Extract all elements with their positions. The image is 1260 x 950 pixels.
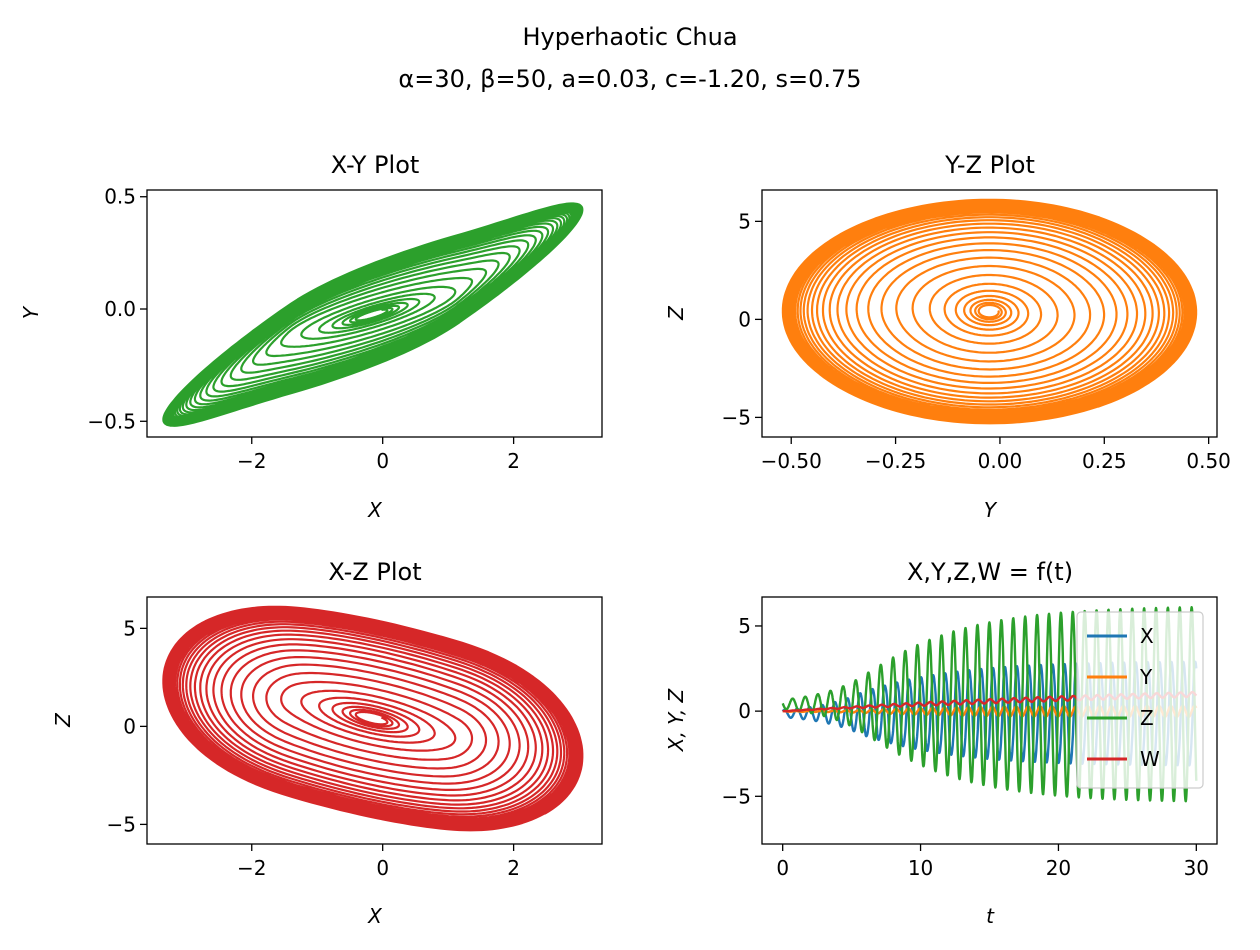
panel-yz-title: Y-Z Plot — [944, 151, 1035, 179]
y-tick-label: 0 — [738, 699, 751, 723]
x-tick-label: 2 — [507, 856, 520, 880]
panel-xy-plot-area — [162, 202, 584, 427]
legend-box — [1076, 611, 1204, 789]
panel-xy-ylabel: Y — [19, 305, 43, 319]
x-tick-label: 0 — [776, 856, 789, 880]
figure-suptitle: Hyperhaotic Chua — [522, 23, 737, 51]
panel-timeseries: X,Y,Z,W = f(t) 0 10 20 30 −5 0 5 t X, Y, Z X Y… — [664, 558, 1218, 928]
panel-xy-xlabel: X — [367, 498, 383, 522]
y-tick-label: 0.5 — [104, 185, 136, 209]
panel-timeseries-title: X,Y,Z,W = f(t) — [907, 558, 1073, 586]
legend-label-y: Y — [1139, 665, 1153, 689]
x-tick-label: 30 — [1184, 856, 1209, 880]
panel-xz-ylabel: Z — [51, 712, 75, 728]
x-tick-label: −2 — [237, 449, 266, 473]
x-tick-label: 0 — [376, 856, 389, 880]
panel-xz-title: X-Z Plot — [328, 558, 421, 586]
panel-yz: Y-Z Plot −0.50 −0.25 0.00 0.25 0.50 −5 0 5 Y Z — [664, 151, 1231, 522]
panel-timeseries-frame — [761, 596, 1218, 845]
x-tick-label: 0.00 — [978, 449, 1023, 473]
panel-xz: X-Z Plot −2 0 2 −5 0 5 X Z — [51, 558, 603, 928]
panel-timeseries-xlabel: t — [986, 904, 995, 928]
panel-timeseries-ticks: 0 10 20 30 −5 0 5 — [722, 614, 1210, 880]
series-line-yz — [781, 198, 1198, 425]
y-tick-label: 0 — [738, 307, 751, 331]
panel-xz-frame — [146, 596, 603, 845]
x-tick-label: −2 — [237, 856, 266, 880]
x-tick-label: −0.50 — [761, 449, 822, 473]
x-tick-label: 2 — [507, 449, 520, 473]
panel-xy: X-Y Plot −2 0 2 −0.5 0.0 0.5 X Y — [19, 151, 603, 522]
panel-yz-frame — [761, 189, 1218, 438]
panel-yz-xlabel: Y — [984, 498, 998, 522]
panel-xz-plot-area — [162, 605, 584, 832]
panel-xy-ticks: −2 0 2 −0.5 0.0 0.5 — [87, 185, 520, 473]
y-tick-label: 0.0 — [104, 297, 136, 321]
y-tick-label: −0.5 — [87, 409, 136, 433]
legend-label-x: X — [1140, 624, 1154, 648]
panel-timeseries-ylabel: X, Y, Z — [664, 687, 688, 752]
panel-yz-plot-area — [781, 198, 1198, 425]
x-tick-label: 10 — [908, 856, 933, 880]
legend-label-z: Z — [1140, 706, 1154, 730]
panel-yz-ylabel: Z — [664, 305, 688, 321]
legend-label-w: W — [1140, 747, 1160, 771]
y-tick-label: −5 — [107, 812, 136, 836]
x-tick-label: 20 — [1046, 856, 1071, 880]
y-tick-label: 5 — [123, 616, 136, 640]
series-line-xy — [162, 202, 584, 427]
x-tick-label: −0.25 — [865, 449, 926, 473]
y-tick-label: −5 — [722, 784, 751, 808]
x-tick-label: 0.50 — [1186, 449, 1231, 473]
panel-xy-frame — [146, 189, 603, 438]
y-tick-label: 5 — [738, 209, 751, 233]
x-tick-label: 0 — [376, 449, 389, 473]
panel-xz-xlabel: X — [367, 904, 383, 928]
panel-xy-title: X-Y Plot — [331, 151, 420, 179]
panel-yz-ticks: −0.50 −0.25 0.00 0.25 0.50 −5 0 5 — [722, 209, 1231, 473]
y-tick-label: 0 — [123, 714, 136, 738]
series-line-xz — [162, 605, 584, 832]
x-tick-label: 0.25 — [1082, 449, 1127, 473]
legend: X Y Z W — [1076, 611, 1204, 789]
y-tick-label: 5 — [738, 614, 751, 638]
panel-xz-ticks: −2 0 2 −5 0 5 — [107, 616, 520, 880]
y-tick-label: −5 — [722, 405, 751, 429]
figure-parameters: α=30, β=50, a=0.03, c=-1.20, s=0.75 — [398, 65, 861, 93]
